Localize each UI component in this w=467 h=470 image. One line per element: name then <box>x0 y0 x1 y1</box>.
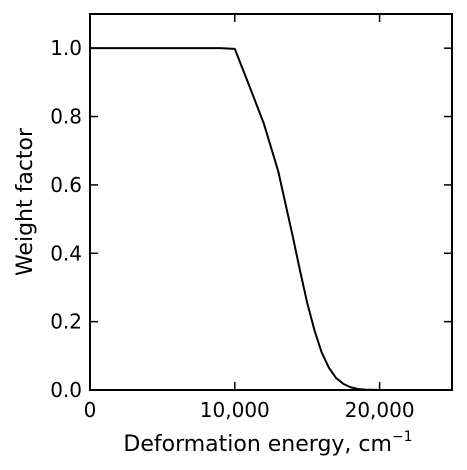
x-axis-ticks: 0 10,000 20,000 <box>84 14 415 422</box>
x-axis-label-superscript: −1 <box>392 429 413 445</box>
y-axis-ticks: 0.0 0.2 0.4 0.6 0.8 1.0 <box>50 36 452 402</box>
y-tick-label: 0.8 <box>50 105 82 129</box>
plot-frame <box>89 13 453 391</box>
y-tick-label: 0.0 <box>50 378 82 402</box>
x-axis-label-main: Deformation energy, cm <box>123 432 392 457</box>
plot-background <box>90 14 452 390</box>
x-tick-label: 20,000 <box>345 398 415 422</box>
y-tick-label: 0.2 <box>50 310 82 334</box>
x-tick-label: 10,000 <box>200 398 270 422</box>
y-tick-label: 0.6 <box>50 173 82 197</box>
y-tick-label: 1.0 <box>50 36 82 60</box>
y-tick-label: 0.4 <box>50 241 82 265</box>
x-axis-label: Deformation energy, cm−1 <box>123 429 412 457</box>
y-axis-label: Weight factor <box>13 127 38 276</box>
x-tick-label: 0 <box>84 398 97 422</box>
